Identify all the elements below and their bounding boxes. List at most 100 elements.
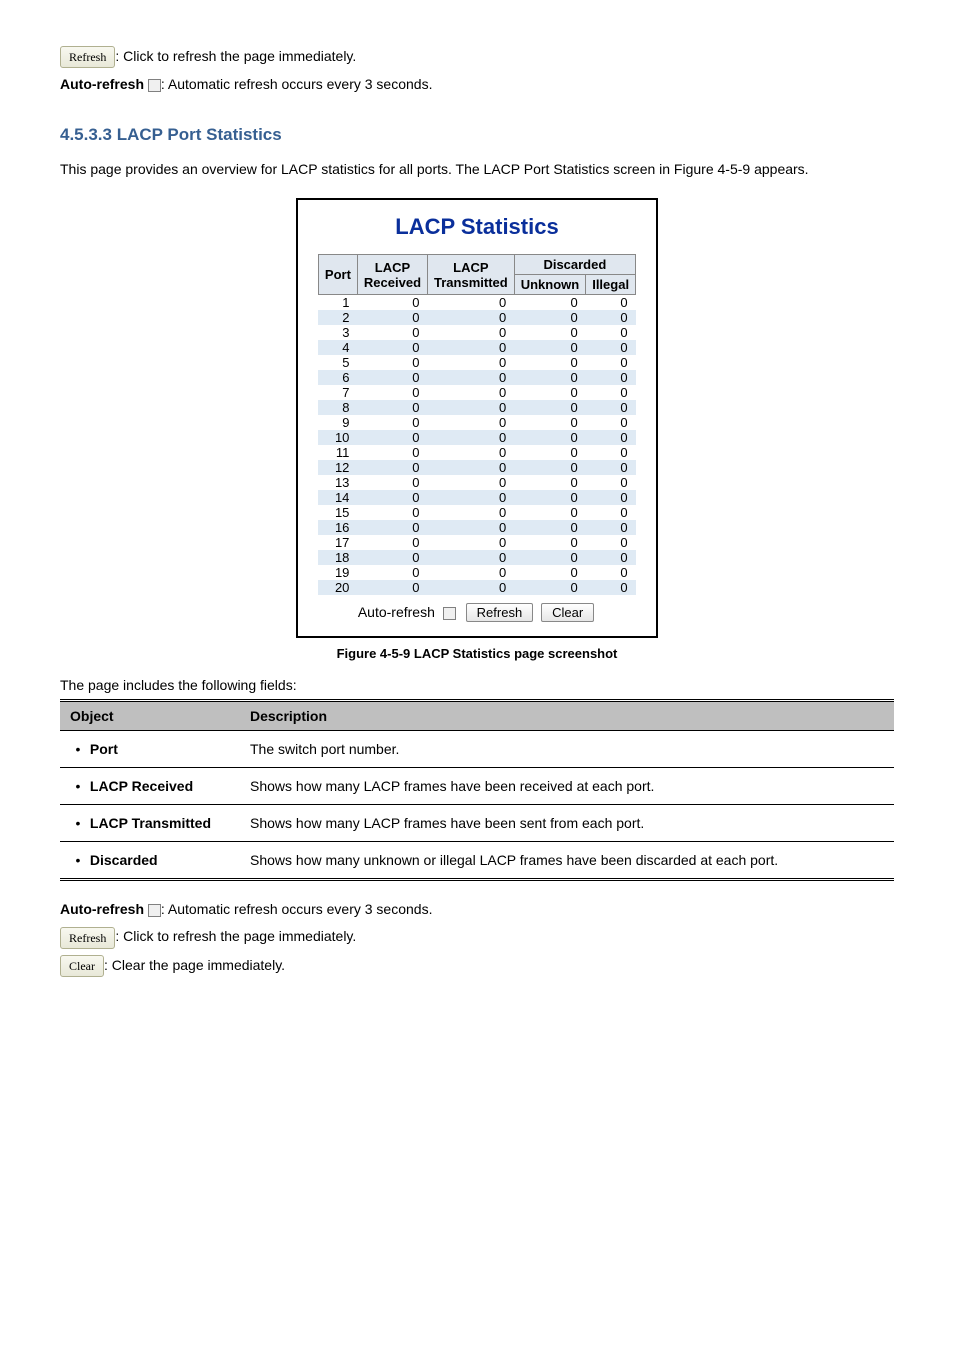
auto-refresh-desc-text: : Automatic refresh occurs every 3 secon… <box>161 76 433 92</box>
table-cell: 0 <box>357 295 427 311</box>
table-cell: 0 <box>586 400 636 415</box>
desc-head-object: Object <box>60 701 240 731</box>
table-cell: 0 <box>428 550 515 565</box>
table-row: 60000 <box>318 370 635 385</box>
table-cell: 8 <box>318 400 357 415</box>
table-row: 80000 <box>318 400 635 415</box>
table-cell: 0 <box>514 355 586 370</box>
intro-section: Refresh: Click to refresh the page immed… <box>60 46 894 95</box>
table-cell: 9 <box>318 415 357 430</box>
table-cell: 0 <box>357 310 427 325</box>
table-cell: 0 <box>357 475 427 490</box>
table-row: 170000 <box>318 535 635 550</box>
table-cell: 0 <box>514 445 586 460</box>
stats-panel: LACP Statistics Port LACP Received LACP … <box>296 198 658 638</box>
table-cell: 0 <box>357 370 427 385</box>
auto-refresh-checkbox-outro[interactable] <box>148 904 161 917</box>
table-cell: 15 <box>318 505 357 520</box>
clear-desc-outro: : Clear the page immediately. <box>104 957 285 973</box>
table-row: 110000 <box>318 445 635 460</box>
desc-text: Shows how many LACP frames have been rec… <box>240 768 894 805</box>
table-cell: 0 <box>428 580 515 595</box>
table-cell: 10 <box>318 430 357 445</box>
table-cell: 0 <box>428 370 515 385</box>
table-cell: 0 <box>357 580 427 595</box>
table-cell: 0 <box>428 310 515 325</box>
auto-refresh-checkbox[interactable] <box>148 79 161 92</box>
refresh-button-outro[interactable]: Refresh <box>60 927 115 949</box>
table-cell: 0 <box>357 400 427 415</box>
table-cell: 0 <box>514 460 586 475</box>
refresh-desc-text: : Click to refresh the page immediately. <box>115 48 356 64</box>
table-cell: 0 <box>514 505 586 520</box>
table-cell: 0 <box>514 370 586 385</box>
col-transmitted: LACP Transmitted <box>428 255 515 295</box>
table-row: 180000 <box>318 550 635 565</box>
table-cell: 12 <box>318 460 357 475</box>
stats-title: LACP Statistics <box>318 214 636 240</box>
table-cell: 0 <box>586 385 636 400</box>
page-includes-text: The page includes the following fields: <box>60 677 894 693</box>
table-row: 50000 <box>318 355 635 370</box>
table-cell: 0 <box>514 400 586 415</box>
table-cell: 11 <box>318 445 357 460</box>
table-cell: 0 <box>514 385 586 400</box>
table-row: 130000 <box>318 475 635 490</box>
table-cell: 4 <box>318 340 357 355</box>
clear-button-fig[interactable]: Clear <box>541 603 594 622</box>
desc-object: • Port <box>60 731 240 768</box>
table-cell: 0 <box>586 475 636 490</box>
table-row: • PortThe switch port number. <box>60 731 894 768</box>
table-cell: 0 <box>514 325 586 340</box>
table-row: 90000 <box>318 415 635 430</box>
table-cell: 0 <box>586 580 636 595</box>
table-cell: 0 <box>586 310 636 325</box>
table-cell: 0 <box>514 490 586 505</box>
desc-object: • Discarded <box>60 842 240 880</box>
table-cell: 0 <box>357 505 427 520</box>
table-cell: 0 <box>357 565 427 580</box>
table-cell: 0 <box>514 475 586 490</box>
refresh-button[interactable]: Refresh <box>60 46 115 68</box>
desc-object: • LACP Transmitted <box>60 805 240 842</box>
table-cell: 0 <box>357 385 427 400</box>
auto-refresh-label-fig: Auto-refresh <box>358 604 435 620</box>
table-cell: 1 <box>318 295 357 311</box>
auto-refresh-checkbox-fig[interactable] <box>443 607 456 620</box>
col-unknown: Unknown <box>514 275 586 295</box>
table-cell: 0 <box>586 445 636 460</box>
table-row: • LACP ReceivedShows how many LACP frame… <box>60 768 894 805</box>
clear-button-outro[interactable]: Clear <box>60 955 104 977</box>
table-cell: 0 <box>428 490 515 505</box>
table-cell: 19 <box>318 565 357 580</box>
table-cell: 0 <box>586 415 636 430</box>
table-row: 140000 <box>318 490 635 505</box>
desc-text: The switch port number. <box>240 731 894 768</box>
table-cell: 0 <box>428 565 515 580</box>
table-cell: 0 <box>514 520 586 535</box>
table-cell: 0 <box>428 415 515 430</box>
table-cell: 16 <box>318 520 357 535</box>
figure-caption: Figure 4-5-9 LACP Statistics page screen… <box>60 646 894 661</box>
col-illegal: Illegal <box>586 275 636 295</box>
table-cell: 0 <box>586 295 636 311</box>
table-cell: 0 <box>428 340 515 355</box>
desc-text: Shows how many unknown or illegal LACP f… <box>240 842 894 880</box>
table-cell: 0 <box>514 340 586 355</box>
table-cell: 18 <box>318 550 357 565</box>
description-table: Object Description • PortThe switch port… <box>60 699 894 881</box>
table-cell: 0 <box>428 355 515 370</box>
table-cell: 0 <box>514 565 586 580</box>
table-cell: 0 <box>428 295 515 311</box>
refresh-button-fig[interactable]: Refresh <box>466 603 534 622</box>
table-row: 160000 <box>318 520 635 535</box>
table-row: 190000 <box>318 565 635 580</box>
table-cell: 0 <box>357 520 427 535</box>
table-cell: 0 <box>357 460 427 475</box>
table-cell: 0 <box>428 460 515 475</box>
table-cell: 0 <box>586 340 636 355</box>
table-cell: 0 <box>428 520 515 535</box>
table-cell: 0 <box>428 400 515 415</box>
desc-text: Shows how many LACP frames have been sen… <box>240 805 894 842</box>
table-cell: 0 <box>428 535 515 550</box>
